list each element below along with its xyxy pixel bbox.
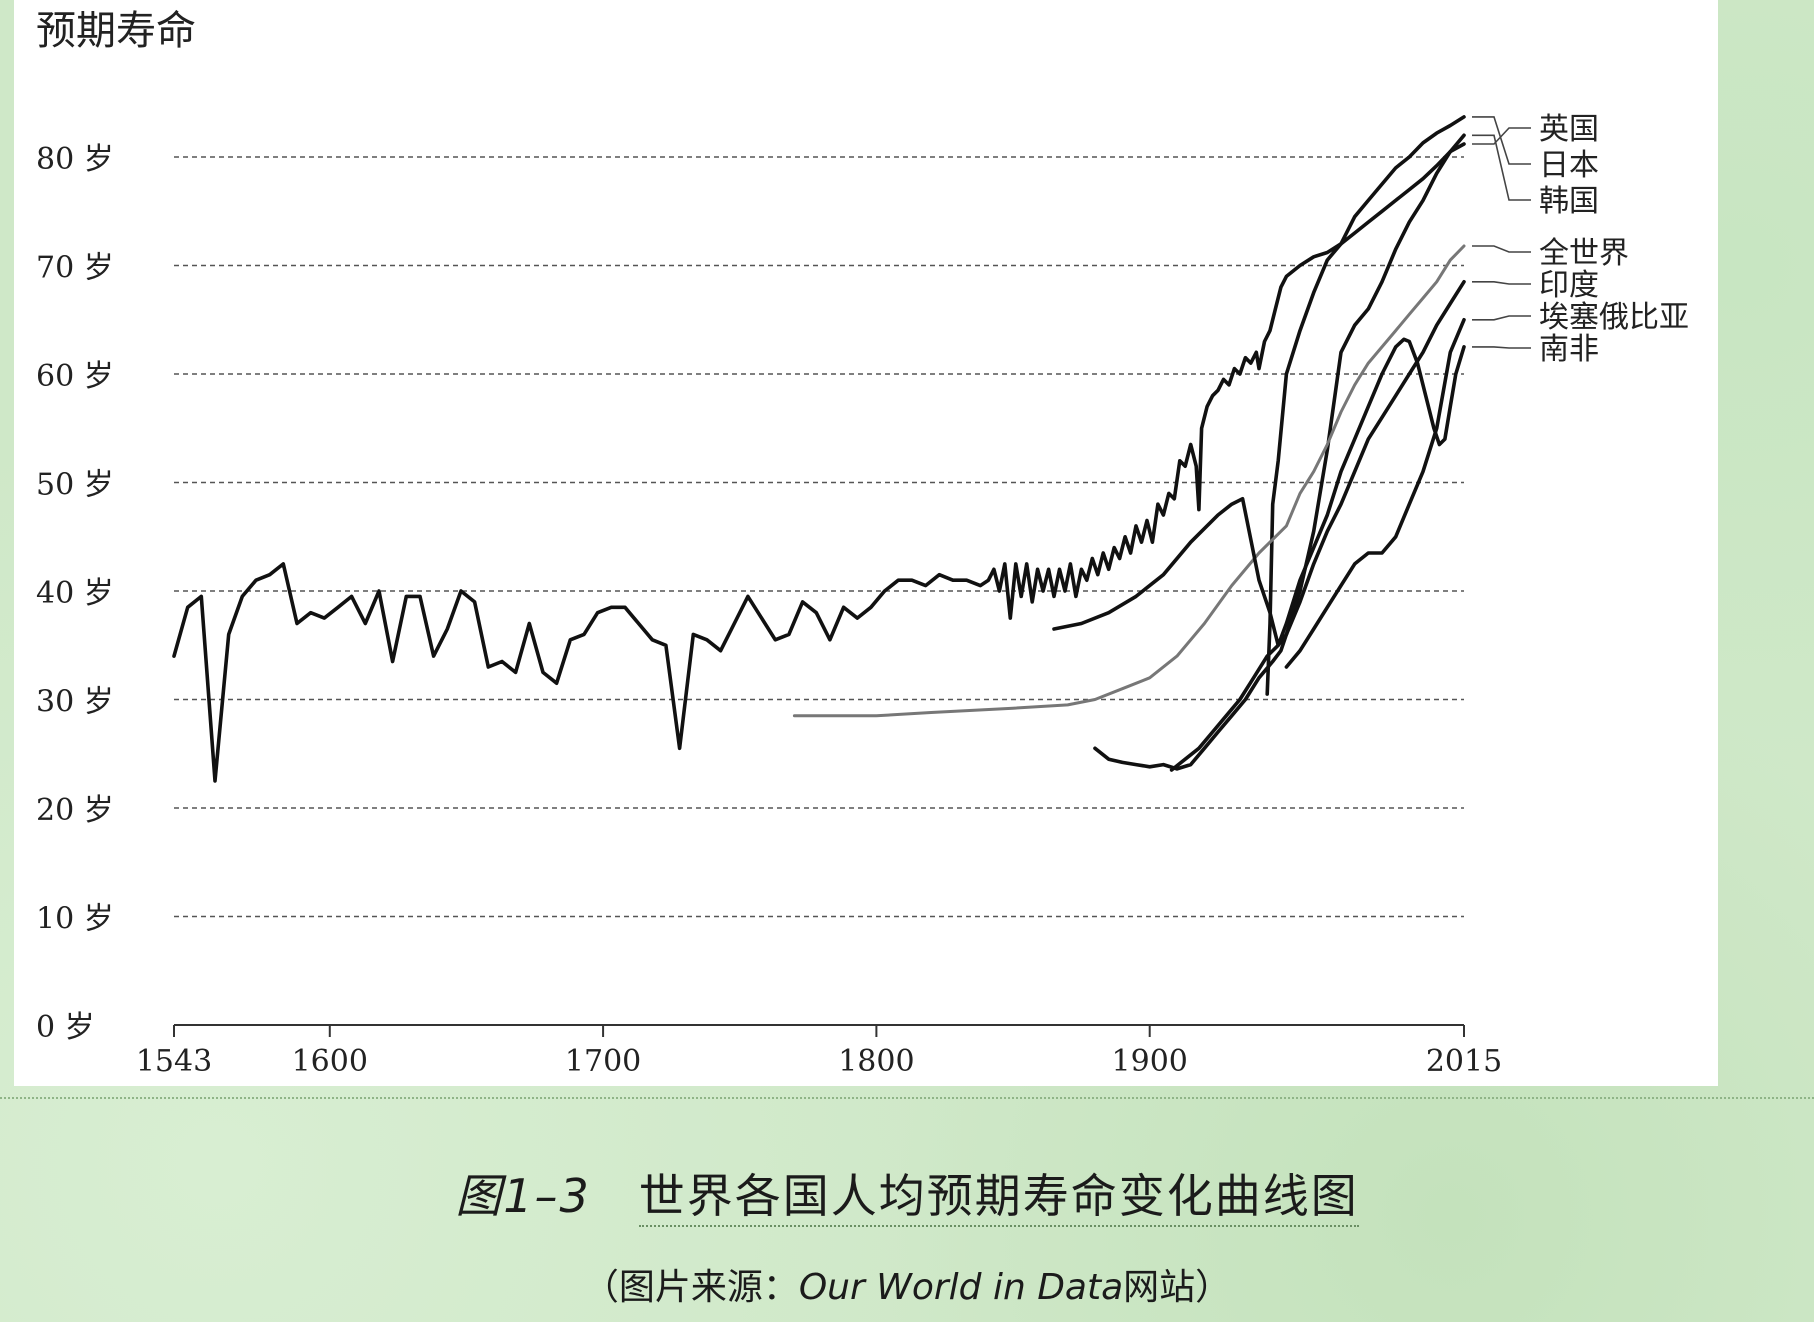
legend-label: 印度 [1539,268,1599,303]
legend-leader-6 [1472,346,1531,349]
y-tick-label: 0 岁 [36,1010,95,1045]
source-site: Our World in Data [798,1267,1124,1308]
grid-lines [174,156,1464,918]
legend-leader-1 [1472,116,1531,165]
legend-leader-5 [1472,315,1531,321]
legend-label: 全世界 [1539,236,1629,271]
x-tick-label: 1900 [1112,1044,1188,1079]
x-axis: 1543 1600 1700 1800 1900 2015 [136,1024,1502,1079]
x-tick-label: 1800 [838,1044,914,1079]
series-line-3 [792,244,1466,718]
series-lines [172,115,1466,783]
separator-line [0,1097,1814,1099]
y-tick-labels: 0 岁 10 岁 20 岁 30 岁 40 岁 50 岁 60 岁 70 岁 80 岁 [36,142,114,1045]
chart-figure: 预期寿命 0 岁 10 岁 20 岁 30 岁 40 岁 50 岁 60 岁 70 岁 80 岁… [14,0,1718,1086]
x-tick-label: 1543 [136,1044,212,1079]
x-tick-label: 1600 [292,1044,368,1079]
legend-label: 南非 [1539,332,1599,367]
series-line-6 [1052,337,1466,648]
y-tick-label: 10 岁 [36,902,114,937]
y-tick-label: 50 岁 [36,468,114,503]
y-tick-label: 60 岁 [36,359,114,394]
series-line-4 [1093,280,1466,771]
legend-label: 英国 [1539,112,1599,147]
life-expectancy-chart: 预期寿命 0 岁 10 岁 20 岁 30 岁 40 岁 50 岁 60 岁 70 岁 80 岁… [36,8,1689,1079]
series-line-5 [1284,318,1466,669]
caption-title: 世界各国人均预期寿命变化曲线图 [638,1169,1359,1227]
series-line-2 [1169,133,1466,772]
source-suffix: 网站） [1123,1267,1232,1308]
series-line-1 [1265,115,1466,696]
caption-number: 图1–3 [455,1169,591,1223]
source-open: （图片来源： [582,1267,799,1308]
legend-leader-3 [1472,245,1531,253]
legend-label: 日本 [1539,148,1599,183]
figure-caption: 图1–3 世界各国人均预期寿命变化曲线图 [0,1160,1814,1227]
y-tick-label: 80 岁 [36,142,114,177]
y-tick-label: 70 岁 [36,251,114,286]
y-axis-title: 预期寿命 [36,8,196,54]
y-tick-label: 40 岁 [36,576,114,611]
y-tick-label: 20 岁 [36,793,114,828]
legend-label: 埃塞俄比亚 [1539,300,1689,335]
y-tick-label: 30 岁 [36,685,114,720]
series-line-0 [172,142,1466,783]
legend-leader-4 [1472,281,1531,285]
figure-source: （图片来源：Our World in Data网站） [0,1258,1814,1310]
x-tick-label: 2015 [1426,1044,1502,1079]
legend-label: 韩国 [1539,184,1599,219]
legend-leader-0 [1472,127,1531,145]
legend-leader-2 [1472,134,1531,201]
x-tick-label: 1700 [565,1044,641,1079]
